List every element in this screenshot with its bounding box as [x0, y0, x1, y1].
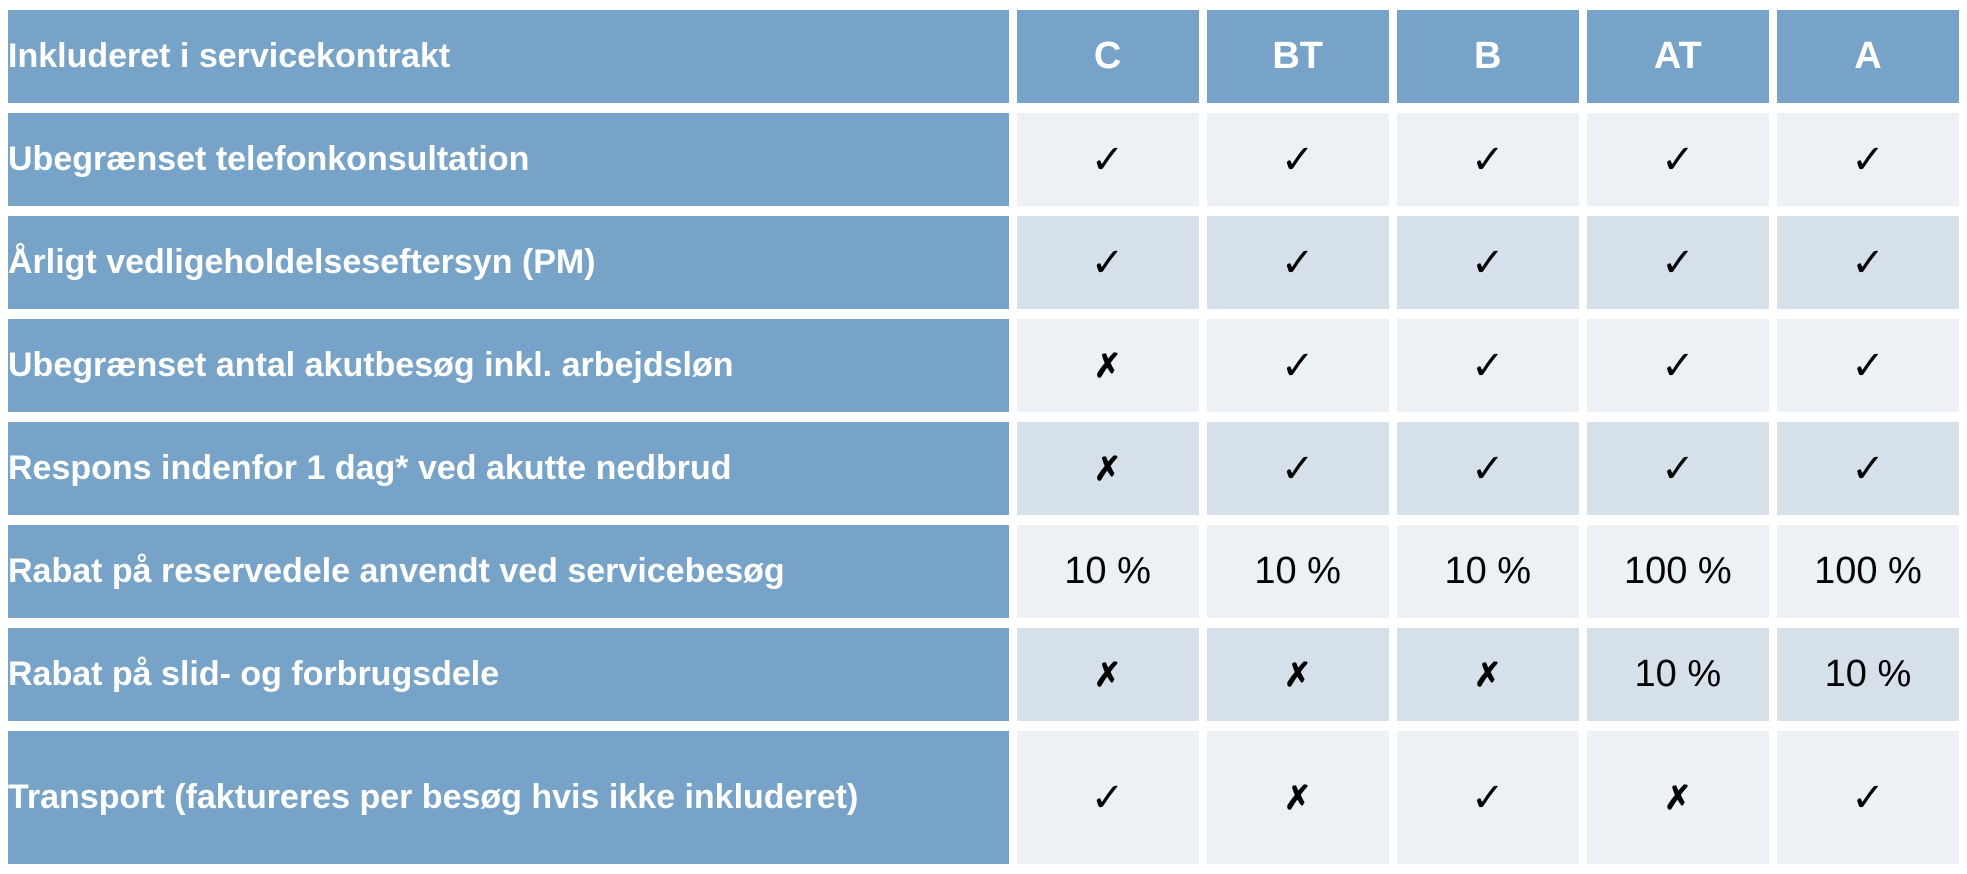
cell-value: 10 % [1206, 525, 1389, 618]
cell-value: ✗ [1016, 422, 1199, 515]
cell-value: ✓ [1396, 422, 1579, 515]
row-label: Ubegrænset antal akutbesøg inkl. arbejds… [8, 319, 1009, 412]
cell-value: ✓ [1776, 422, 1959, 515]
column-header-at: AT [1586, 10, 1769, 103]
cell-value: ✓ [1586, 422, 1769, 515]
table-row: Ubegrænset antal akutbesøg inkl. arbejds… [8, 319, 1959, 412]
cell-value: ✓ [1016, 731, 1199, 864]
cell-value: ✓ [1016, 216, 1199, 309]
cell-value: ✓ [1206, 422, 1389, 515]
cell-value: ✓ [1206, 113, 1389, 206]
cell-value: ✓ [1206, 319, 1389, 412]
column-header-c: C [1016, 10, 1199, 103]
cell-value: ✗ [1396, 628, 1579, 721]
column-header-a: A [1776, 10, 1959, 103]
cell-value: ✓ [1396, 731, 1579, 864]
cell-value: ✗ [1206, 731, 1389, 864]
cell-value: ✗ [1206, 628, 1389, 721]
row-label: Respons indenfor 1 dag* ved akutte nedbr… [8, 422, 1009, 515]
cell-value: ✓ [1016, 113, 1199, 206]
table-row: Ubegrænset telefonkonsultation ✓ ✓ ✓ ✓ ✓ [8, 113, 1959, 206]
cell-value: 10 % [1016, 525, 1199, 618]
column-header-bt: BT [1206, 10, 1389, 103]
table-row: Rabat på reservedele anvendt ved service… [8, 525, 1959, 618]
row-label: Årligt vedligeholdelseseftersyn (PM) [8, 216, 1009, 309]
row-label: Rabat på reservedele anvendt ved service… [8, 525, 1009, 618]
cell-value: ✗ [1016, 319, 1199, 412]
column-header-b: B [1396, 10, 1579, 103]
cell-value: ✗ [1016, 628, 1199, 721]
cell-value: ✗ [1586, 731, 1769, 864]
cell-value: 100 % [1776, 525, 1959, 618]
cell-value: ✓ [1396, 319, 1579, 412]
cell-value: 10 % [1396, 525, 1579, 618]
cell-value: 10 % [1776, 628, 1959, 721]
table-header-row: Inkluderet i servicekontrakt C BT B AT A [8, 10, 1959, 103]
cell-value: ✓ [1586, 319, 1769, 412]
table-title: Inkluderet i servicekontrakt [8, 10, 1009, 103]
cell-value: 100 % [1586, 525, 1769, 618]
cell-value: ✓ [1776, 319, 1959, 412]
table-row: Rabat på slid- og forbrugsdele ✗ ✗ ✗ 10 … [8, 628, 1959, 721]
cell-value: ✓ [1206, 216, 1389, 309]
row-label: Rabat på slid- og forbrugsdele [8, 628, 1009, 721]
cell-value: ✓ [1776, 216, 1959, 309]
cell-value: ✓ [1776, 113, 1959, 206]
row-label: Transport (faktureres per besøg hvis ikk… [8, 731, 1009, 864]
cell-value: ✓ [1586, 113, 1769, 206]
cell-value: ✓ [1776, 731, 1959, 864]
cell-value: ✓ [1396, 113, 1579, 206]
row-label: Ubegrænset telefonkonsultation [8, 113, 1009, 206]
table-row: Respons indenfor 1 dag* ved akutte nedbr… [8, 422, 1959, 515]
cell-value: ✓ [1586, 216, 1769, 309]
table-row: Årligt vedligeholdelseseftersyn (PM) ✓ ✓… [8, 216, 1959, 309]
cell-value: 10 % [1586, 628, 1769, 721]
table-row: Transport (faktureres per besøg hvis ikk… [8, 731, 1959, 864]
cell-value: ✓ [1396, 216, 1579, 309]
